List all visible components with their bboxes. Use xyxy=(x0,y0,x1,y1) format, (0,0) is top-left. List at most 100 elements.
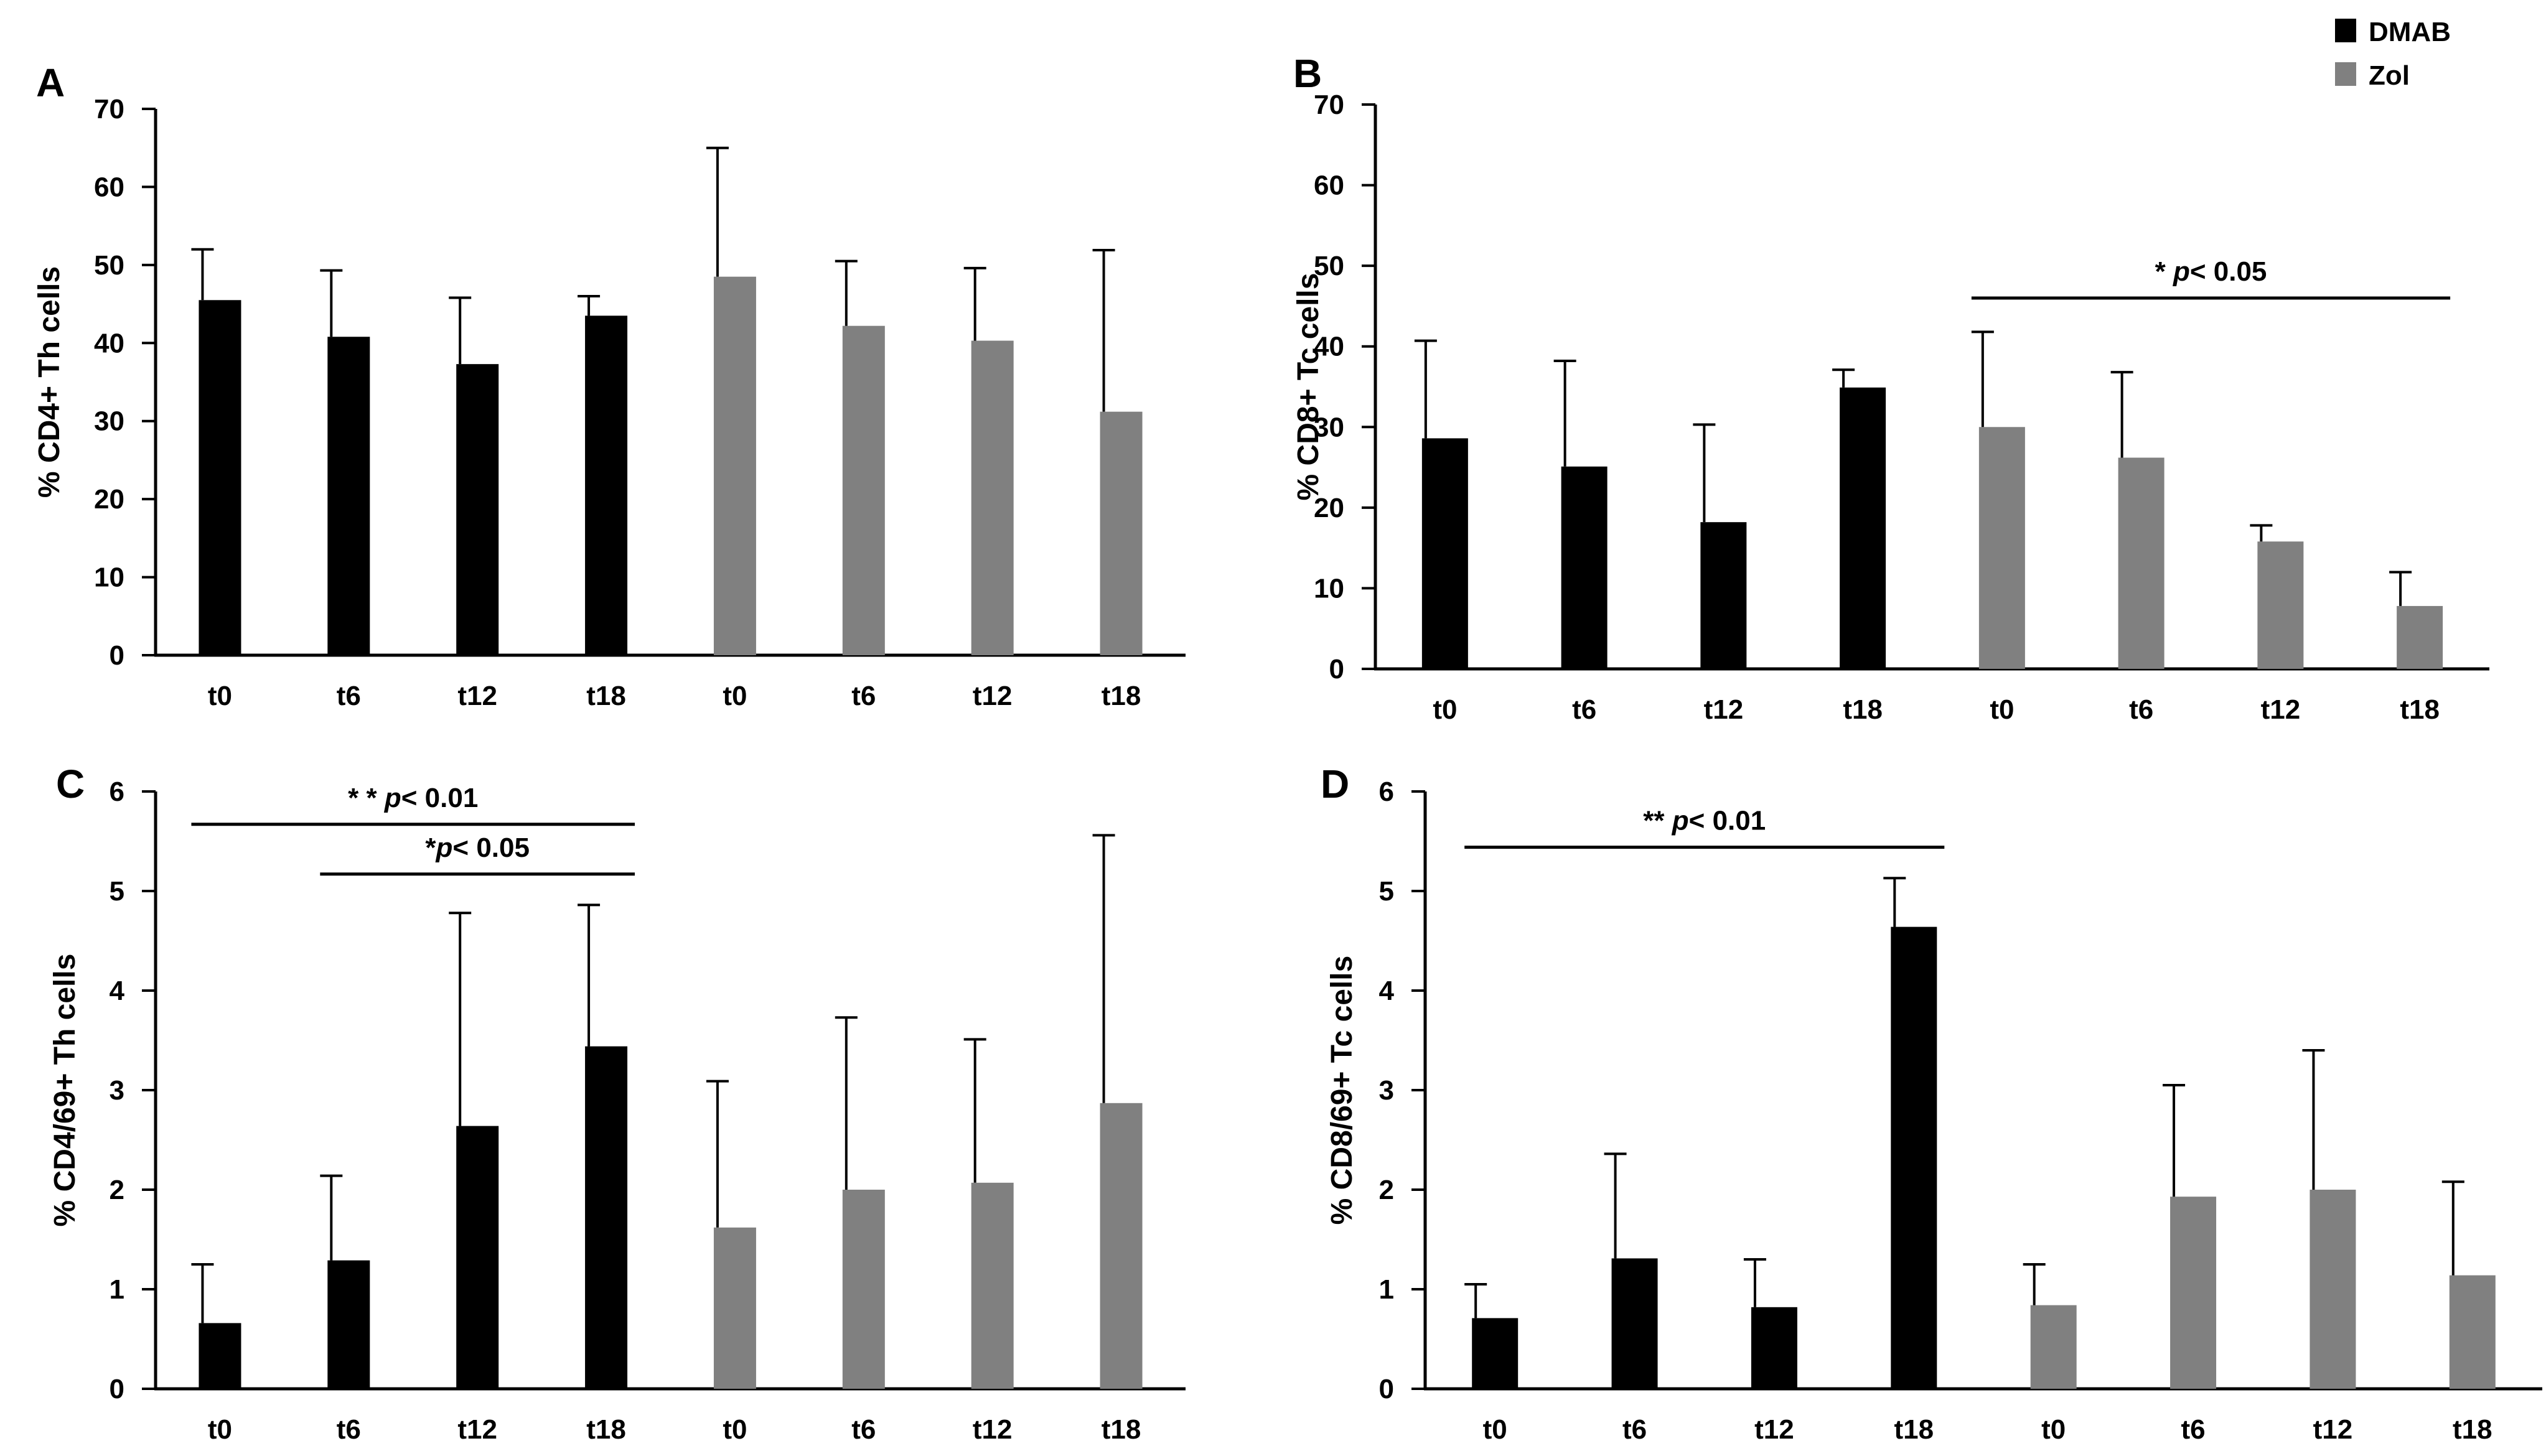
significance-p: p xyxy=(1672,806,1689,836)
y-tick-label: 70 xyxy=(94,94,124,124)
x-tick-label: t12 xyxy=(457,681,497,711)
y-axis-title: % CD8/69+ Tc cells xyxy=(1326,956,1359,1225)
y-tick-label: 5 xyxy=(1379,876,1394,907)
y-tick-label: 40 xyxy=(94,328,124,358)
bar-dmab-t6 xyxy=(327,1260,370,1389)
significance-label: * p< 0.05 xyxy=(2155,256,2267,287)
panel-letter: C xyxy=(56,762,85,806)
x-tick-label: t6 xyxy=(2181,1414,2206,1445)
bar-zol-t0 xyxy=(713,1227,756,1389)
bar-zol-t6 xyxy=(842,1190,885,1389)
y-tick-label: 50 xyxy=(1314,251,1344,281)
y-tick-label: 60 xyxy=(94,172,124,202)
significance-stars: ** xyxy=(1643,806,1672,836)
legend-label-zol: Zol xyxy=(2369,60,2410,91)
y-tick-label: 0 xyxy=(1329,654,1344,684)
x-tick-label: t18 xyxy=(1102,681,1141,711)
x-tick-label: t0 xyxy=(1483,1414,1507,1445)
y-tick-label: 4 xyxy=(1379,976,1395,1006)
y-tick-label: 50 xyxy=(94,250,124,281)
x-tick-label: t0 xyxy=(2041,1414,2066,1445)
x-tick-label: t18 xyxy=(586,1414,626,1445)
bar-zol-t12 xyxy=(971,1182,1014,1389)
y-axis-title: % CD4+ Th cells xyxy=(33,266,66,498)
bar-zol-t6 xyxy=(2170,1197,2217,1389)
panel-letter: B xyxy=(1293,51,1322,96)
significance-value: < 0.01 xyxy=(1689,806,1766,836)
significance-stars: * * xyxy=(348,783,385,813)
panel-b: B 0 10 20 30 40 50 60 70 % CD8+ Tc cells t0 t6 t12 t1… xyxy=(1292,51,2489,725)
x-tick-label: t6 xyxy=(337,1414,361,1445)
bar-dmab-t0 xyxy=(199,1323,241,1389)
y-tick-label: 30 xyxy=(1314,412,1344,442)
x-tick-label: t0 xyxy=(208,681,232,711)
bar-dmab-t6 xyxy=(327,337,370,655)
y-tick-label: 1 xyxy=(1379,1274,1394,1305)
significance-stars: * xyxy=(425,833,436,863)
bar-dmab-t0 xyxy=(1421,438,1468,669)
significance-stars: * xyxy=(2155,256,2173,287)
y-tick-label: 40 xyxy=(1314,332,1344,362)
x-tick-label: t18 xyxy=(1843,694,1883,725)
y-tick-label: 2 xyxy=(1379,1175,1394,1205)
x-tick-label: t12 xyxy=(457,1414,497,1445)
bar-dmab-t18 xyxy=(585,315,628,655)
x-tick-label: t0 xyxy=(723,1414,747,1445)
significance-p: p xyxy=(2173,256,2190,287)
bar-dmab-t12 xyxy=(456,1126,499,1389)
bar-dmab-t12 xyxy=(456,364,499,655)
bar-dmab-t18 xyxy=(1840,387,1886,669)
x-tick-label: t12 xyxy=(973,681,1013,711)
legend: DMAB Zol xyxy=(2335,17,2451,91)
legend-swatch-dmab xyxy=(2335,19,2356,42)
y-tick-label: 2 xyxy=(110,1175,124,1205)
x-tick-label: t12 xyxy=(1754,1414,1794,1445)
y-tick-label: 30 xyxy=(94,406,124,437)
x-tick-label: t18 xyxy=(1894,1414,1934,1445)
bar-dmab-t12 xyxy=(1700,522,1747,669)
bar-zol-t12 xyxy=(2257,541,2304,669)
bar-dmab-t0 xyxy=(1472,1318,1519,1389)
x-tick-label: t6 xyxy=(1572,694,1596,725)
y-tick-label: 0 xyxy=(1379,1374,1394,1404)
x-tick-label: t12 xyxy=(1704,694,1744,725)
panel-letter: A xyxy=(36,60,65,105)
bar-zol-t18 xyxy=(1100,1103,1143,1389)
x-tick-label: t0 xyxy=(1990,694,2014,725)
x-tick-label: t6 xyxy=(337,681,361,711)
y-tick-label: 4 xyxy=(110,976,125,1006)
significance-value: < 0.05 xyxy=(2190,256,2267,287)
significance-value: < 0.01 xyxy=(401,783,479,813)
significance-label: ** p< 0.01 xyxy=(1643,806,1766,836)
y-tick-label: 1 xyxy=(110,1274,124,1305)
y-tick-label: 5 xyxy=(110,876,124,907)
y-tick-label: 6 xyxy=(110,777,124,807)
x-tick-label: t6 xyxy=(851,1414,876,1445)
bar-dmab-t18 xyxy=(585,1046,628,1389)
x-tick-label: t0 xyxy=(208,1414,232,1445)
bar-dmab-t0 xyxy=(199,300,241,655)
bar-dmab-t6 xyxy=(1561,466,1608,669)
x-tick-label: t18 xyxy=(586,681,626,711)
bar-zol-t6 xyxy=(2118,457,2165,669)
significance-p: p xyxy=(436,833,453,863)
legend-swatch-zol xyxy=(2335,62,2356,86)
panel-a: A 0 10 20 30 40 50 60 70 % CD4+ Th cells t0 t6 t12 t1… xyxy=(33,60,1186,711)
panel-letter: D xyxy=(1321,762,1349,806)
bar-zol-t6 xyxy=(842,325,885,655)
y-tick-label: 6 xyxy=(1379,777,1394,807)
x-tick-label: t6 xyxy=(1622,1414,1647,1445)
x-tick-label: t12 xyxy=(2313,1414,2353,1445)
x-tick-label: t0 xyxy=(1433,694,1457,725)
x-tick-label: t18 xyxy=(1102,1414,1141,1445)
x-tick-label: t0 xyxy=(723,681,747,711)
bar-dmab-t12 xyxy=(1751,1307,1797,1389)
bar-zol-t18 xyxy=(2397,605,2443,669)
legend-label-dmab: DMAB xyxy=(2369,17,2451,47)
y-axis-title: % CD4/69+ Th cells xyxy=(49,954,82,1227)
bar-dmab-t6 xyxy=(1611,1258,1658,1389)
y-axis-title: % CD8+ Tc cells xyxy=(1292,273,1325,501)
y-tick-label: 0 xyxy=(110,1374,124,1404)
